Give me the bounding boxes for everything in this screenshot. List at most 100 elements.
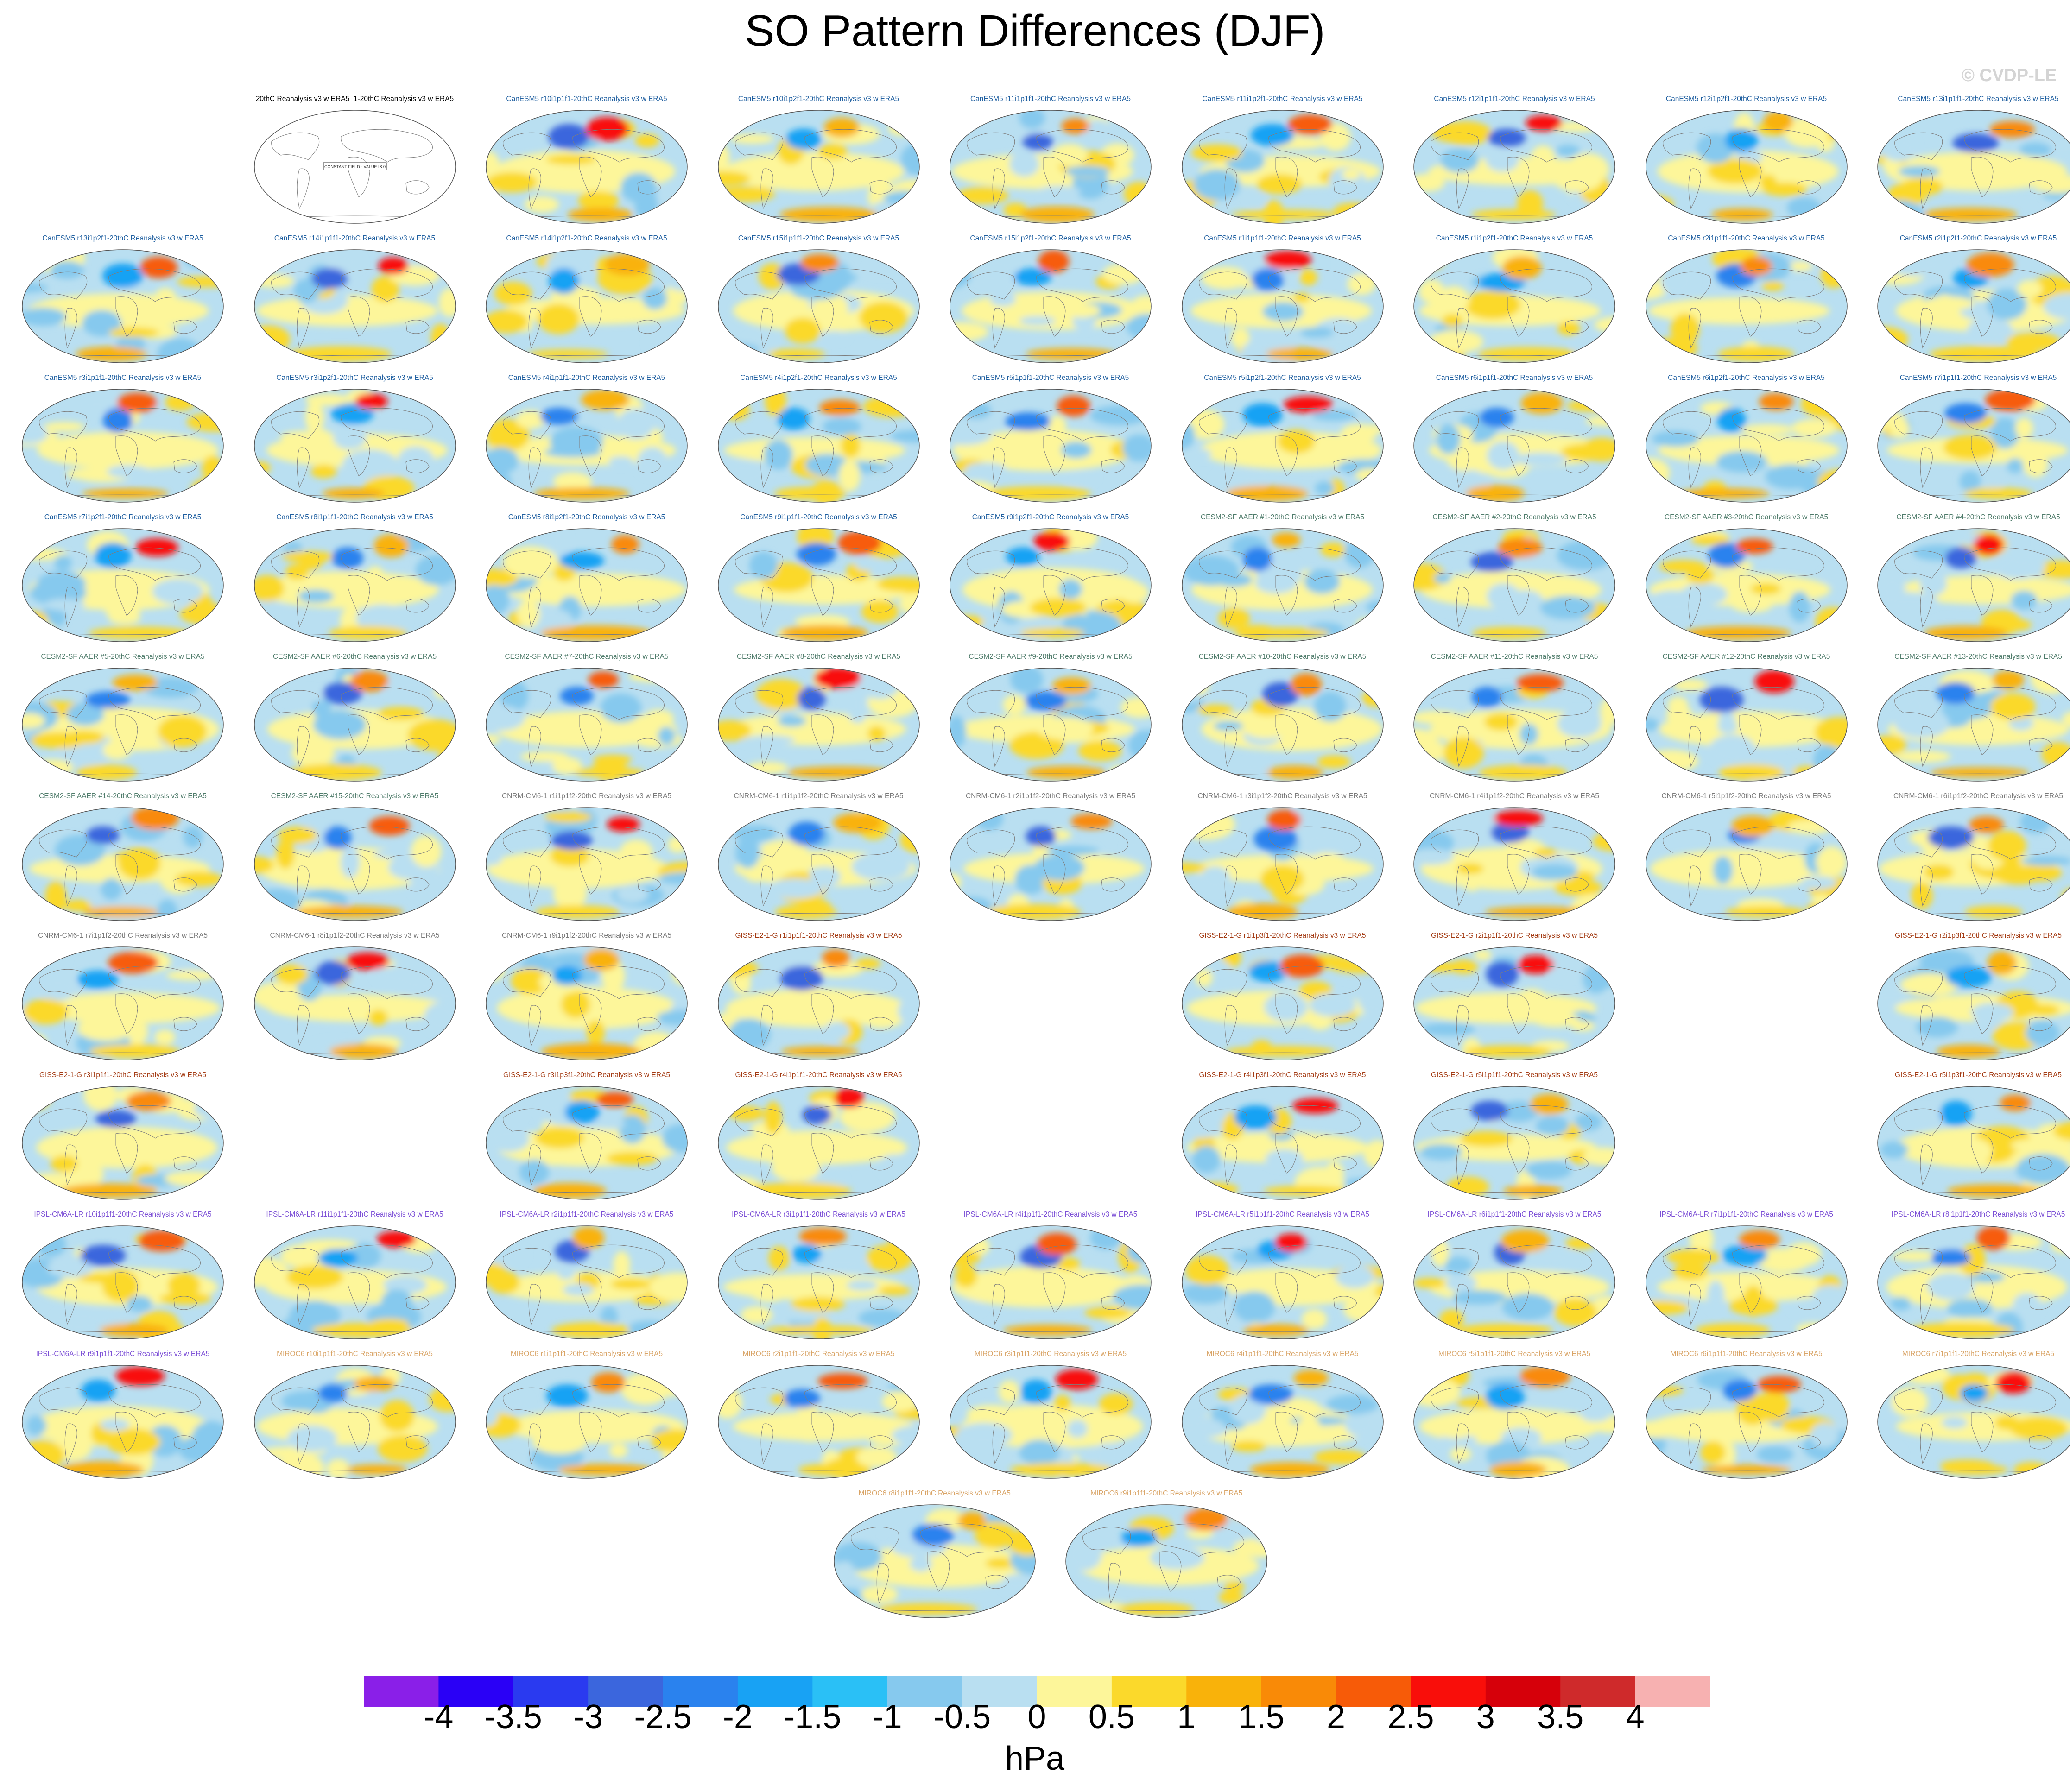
panel-title: MIROC6 r3i1p1f1-20thC Reanalysis v3 w ER…	[974, 1350, 1127, 1358]
panel-title: CanESM5 r12i1p2f1-20thC Reanalysis v3 w …	[1665, 95, 1827, 103]
anomaly-contour	[1810, 894, 1832, 906]
anomaly-contour	[1472, 627, 1546, 639]
anomaly-contour	[735, 837, 760, 869]
anomaly-contour	[642, 287, 667, 310]
anomaly-contour	[878, 1286, 911, 1296]
anomaly-contour	[1966, 252, 2014, 277]
map-panel: CanESM5 r8i1p2f1-20thC Reanalysis v3 w E…	[471, 513, 703, 652]
map-outline	[950, 110, 1152, 224]
anomaly-contour	[1486, 961, 1519, 987]
anomaly-contour	[397, 446, 434, 475]
anomaly-contour	[568, 719, 596, 746]
anomaly-contour	[82, 310, 122, 336]
panel-title: IPSL-CM6A-LR r6i1p1f1-20thC Reanalysis v…	[1427, 1211, 1602, 1218]
anomaly-contour	[1355, 618, 1378, 641]
anomaly-contour	[549, 529, 569, 556]
panel-title: GISS-E2-1-G r1i1p1f1-20thC Reanalysis v3…	[735, 932, 902, 940]
anomaly-contour	[1892, 1251, 1937, 1261]
anomaly-contour	[140, 256, 178, 278]
anomaly-contour	[1455, 1323, 1553, 1337]
anomaly-contour	[1304, 569, 1340, 594]
anomaly-contour	[1066, 1539, 1102, 1571]
anomaly-contour	[749, 551, 778, 580]
map-panel: CanESM5 r15i1p2f1-20thC Reanalysis v3 w …	[935, 234, 1166, 373]
map-outline	[1181, 528, 1384, 642]
map-panel: MIROC6 r7i1p1f1-20thC Reanalysis v3 w ER…	[1862, 1350, 2070, 1489]
anomaly-contour	[532, 1430, 587, 1454]
panel-title: CNRM-CM6-1 r1i1p1f2-20thC Reanalysis v3 …	[734, 792, 904, 800]
anomaly-contour	[1486, 148, 1519, 172]
anomaly-contour	[2025, 1020, 2060, 1046]
anomaly-contour	[36, 1232, 66, 1257]
anomaly-contour	[1815, 607, 1847, 636]
map-outline	[1413, 528, 1615, 642]
anomaly-contour	[1946, 1299, 1993, 1319]
anomaly-contour	[1700, 1441, 1725, 1464]
robinson-map	[22, 1086, 224, 1200]
robinson-map	[22, 668, 224, 782]
anomaly-contour	[534, 487, 630, 500]
anomaly-contour	[1740, 424, 1794, 435]
colorbar-swatch	[812, 1676, 888, 1707]
robinson-map	[717, 668, 920, 782]
map-outline	[22, 1086, 224, 1200]
anomaly-contour	[1293, 292, 1310, 303]
anomaly-contour	[1709, 734, 1755, 765]
anomaly-contour	[1650, 849, 1831, 888]
anomaly-contour	[197, 1089, 223, 1109]
anomaly-contour	[102, 1269, 139, 1302]
anomaly-contour	[1022, 133, 1053, 151]
panel-title: CNRM-CM6-1 r7i1p1f2-20thC Reanalysis v3 …	[38, 932, 208, 940]
panel-title: CNRM-CM6-1 r8i1p1f2-20thC Reanalysis v3 …	[270, 932, 440, 940]
anomaly-contour	[2064, 1030, 2070, 1060]
anomaly-contour	[1287, 114, 1332, 135]
anomaly-contour	[323, 826, 352, 850]
anomaly-contour	[378, 707, 423, 720]
anomaly-contour	[585, 860, 611, 882]
anomaly-contour	[1646, 1420, 1681, 1438]
robinson-map	[950, 807, 1152, 921]
map-outline	[1645, 528, 1848, 642]
anomaly-contour	[1301, 1309, 1327, 1329]
anomaly-contour	[486, 151, 500, 179]
panel-title: CNRM-CM6-1 r5i1p1f2-20thC Reanalysis v3 …	[1661, 792, 1831, 800]
anomaly-contour	[1763, 111, 1793, 133]
anomaly-contour	[199, 1178, 220, 1193]
anomaly-contour	[1335, 1265, 1374, 1288]
anomaly-contour	[891, 1425, 919, 1446]
panel-title: IPSL-CM6A-LR r9i1p1f1-20thC Reanalysis v…	[36, 1350, 210, 1358]
anomaly-contour	[1810, 1423, 1839, 1448]
anomaly-contour	[329, 626, 407, 640]
panel-title: CanESM5 r3i1p1f1-20thC Reanalysis v3 w E…	[44, 374, 202, 382]
anomaly-contour	[1446, 1274, 1477, 1293]
anomaly-contour	[254, 889, 301, 915]
panel-title: CanESM5 r11i1p1f1-20thC Reanalysis v3 w …	[970, 95, 1131, 103]
panel-title: CESM2-SF AAER #1-20thC Reanalysis v3 w E…	[1200, 513, 1365, 521]
anomaly-contour	[1471, 1100, 1509, 1121]
anomaly-contour	[1521, 392, 1563, 414]
anomaly-contour	[1355, 468, 1383, 482]
anomaly-contour	[60, 1461, 144, 1478]
anomaly-contour	[36, 1127, 217, 1168]
anomaly-contour	[1878, 1045, 1912, 1056]
anomaly-contour	[781, 1046, 858, 1056]
map-panel: GISS-E2-1-G r3i1p3f1-20thC Reanalysis v3…	[471, 1071, 703, 1210]
anomaly-contour	[1262, 302, 1303, 322]
panel-title: IPSL-CM6A-LR r3i1p1f1-20thC Reanalysis v…	[732, 1211, 905, 1218]
anomaly-contour	[1761, 281, 1784, 291]
anomaly-contour	[1184, 1182, 1239, 1196]
panel-title: CanESM5 r1i1p2f1-20thC Reanalysis v3 w E…	[1436, 234, 1593, 242]
robinson-map	[1413, 110, 1615, 224]
panel-title: MIROC6 r7i1p1f1-20thC Reanalysis v3 w ER…	[1902, 1350, 2055, 1358]
anomaly-contour	[888, 1230, 917, 1260]
anomaly-contour	[276, 839, 294, 869]
anomaly-contour	[760, 840, 807, 859]
robinson-map	[950, 528, 1152, 642]
anomaly-contour	[817, 1373, 868, 1389]
map-outline	[1181, 807, 1384, 921]
anomaly-contour	[1754, 670, 1794, 693]
anomaly-contour	[1506, 590, 1545, 620]
anomaly-contour	[1003, 1325, 1092, 1336]
anomaly-contour	[538, 303, 580, 334]
map-outline	[1181, 249, 1384, 363]
